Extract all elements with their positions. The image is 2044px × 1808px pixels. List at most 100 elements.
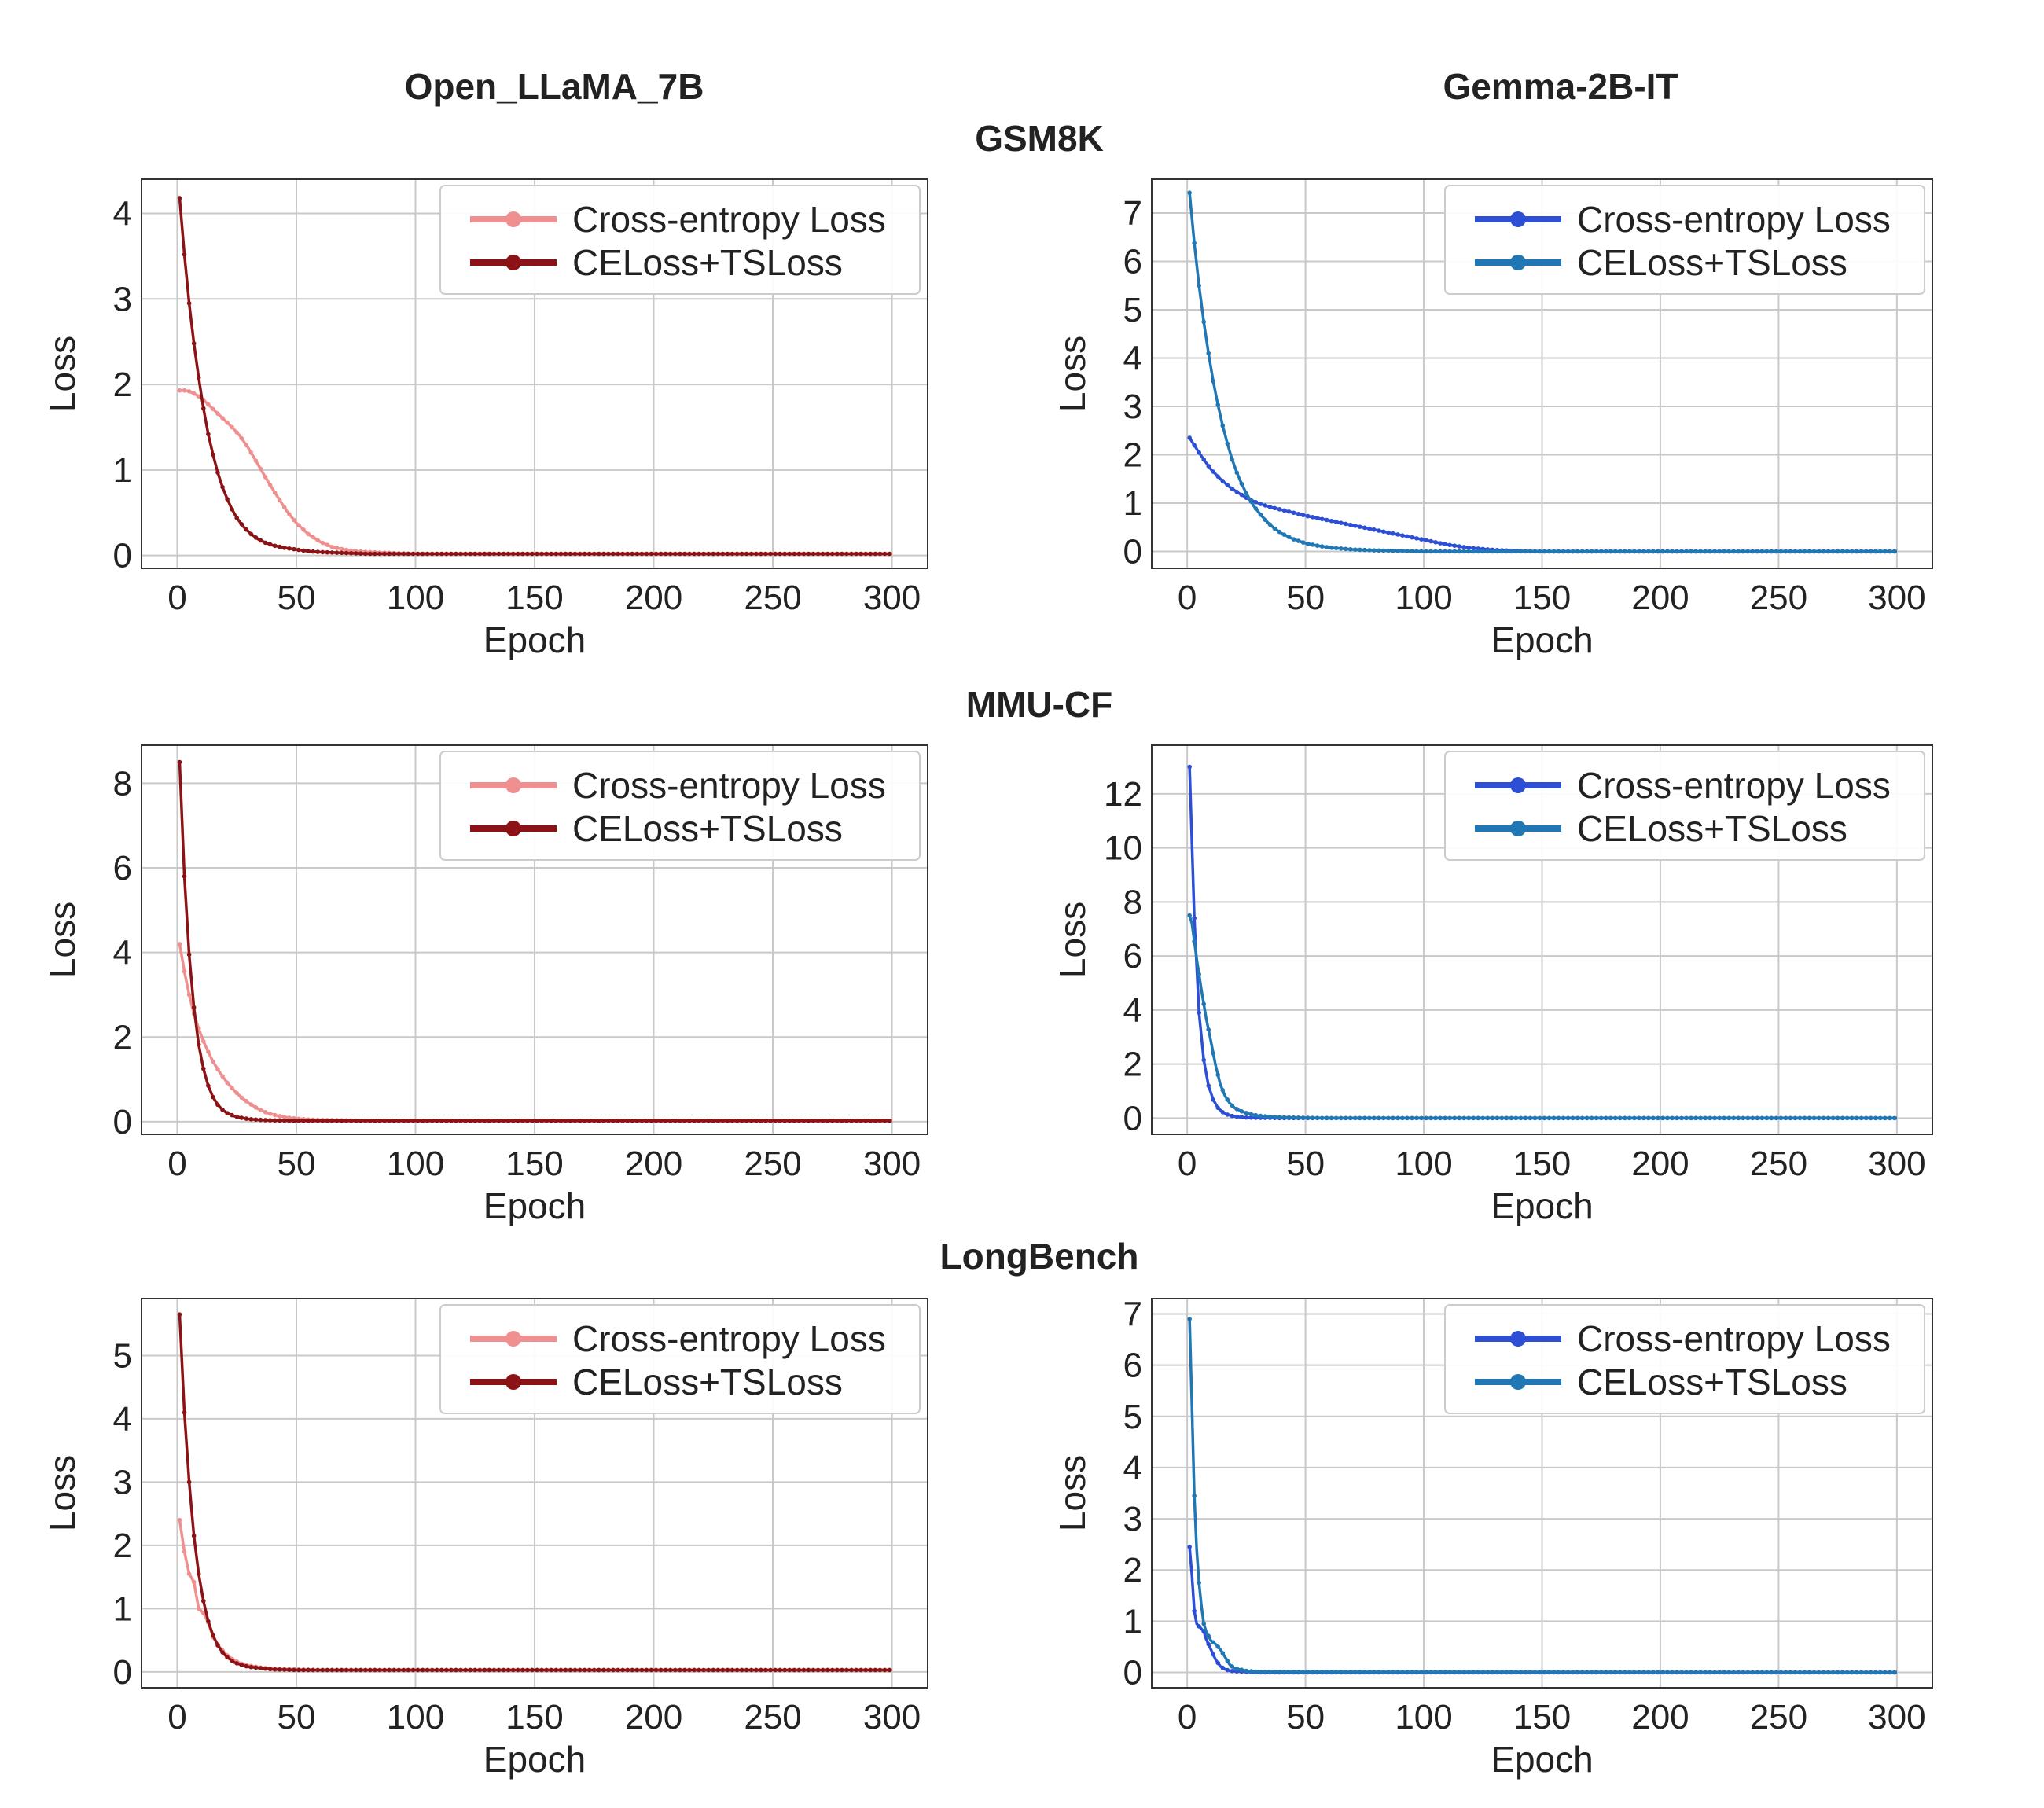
x-tick-label: 200	[1631, 1698, 1689, 1736]
data-point	[358, 1667, 363, 1673]
axes-frame	[141, 744, 928, 1135]
data-point	[315, 1667, 321, 1673]
data-point	[773, 1118, 778, 1123]
data-point	[1811, 1115, 1817, 1121]
data-point	[186, 1479, 192, 1485]
y-tick-label: 1	[113, 451, 132, 490]
data-point	[1215, 1660, 1221, 1666]
data-point	[1651, 1670, 1656, 1675]
x-tick-label: 100	[387, 1145, 444, 1183]
data-point	[1201, 1001, 1206, 1006]
data-point	[1447, 542, 1452, 548]
data-point	[759, 1667, 763, 1673]
data-point	[1192, 241, 1197, 245]
data-point	[196, 375, 201, 380]
data-point	[1863, 549, 1869, 554]
data-point	[1343, 1670, 1348, 1674]
data-point	[377, 1118, 382, 1123]
data-point	[1504, 1670, 1509, 1674]
data-point	[601, 551, 606, 557]
data-point	[1272, 526, 1278, 531]
data-point	[820, 1118, 825, 1123]
data-point	[720, 551, 726, 557]
data-point	[1347, 1115, 1353, 1121]
data-point	[1726, 549, 1732, 554]
data-point	[1211, 1097, 1216, 1102]
data-point	[1873, 1115, 1878, 1121]
data-point	[1849, 1115, 1855, 1121]
data-point	[1230, 1669, 1235, 1674]
data-point	[1849, 549, 1855, 554]
data-point	[678, 551, 682, 557]
data-point	[1708, 1670, 1712, 1675]
legend-label: CELoss+TSLoss	[1577, 1362, 1847, 1402]
data-point	[1358, 1670, 1362, 1674]
data-point	[1187, 1545, 1192, 1549]
data-point	[1461, 545, 1466, 549]
data-point	[773, 551, 778, 557]
data-point	[1452, 543, 1457, 548]
data-point	[663, 551, 668, 557]
data-point	[1197, 1624, 1201, 1629]
data-point	[1835, 1115, 1840, 1121]
data-point	[1883, 549, 1888, 554]
data-point	[787, 1118, 792, 1123]
data-point	[1286, 535, 1292, 539]
data-point	[434, 1667, 439, 1673]
data-point	[1333, 520, 1339, 524]
data-point	[505, 1667, 511, 1673]
data-point	[458, 551, 463, 557]
data-point	[1447, 1670, 1452, 1674]
x-tick-label: 100	[387, 579, 444, 617]
data-point	[868, 1667, 873, 1673]
data-point	[1825, 1670, 1831, 1675]
data-point	[678, 1118, 682, 1123]
y-tick-label: 2	[1123, 435, 1142, 474]
data-point	[539, 1667, 544, 1673]
data-point	[811, 1118, 816, 1123]
data-point	[782, 1667, 787, 1673]
data-point	[429, 1118, 435, 1123]
data-point	[687, 551, 692, 557]
x-tick-label: 0	[167, 1698, 186, 1736]
data-point	[697, 1118, 701, 1123]
data-point	[258, 1108, 263, 1112]
data-point	[1627, 1670, 1632, 1674]
data-point	[1499, 1115, 1505, 1121]
data-point	[887, 551, 892, 557]
data-point	[1660, 1115, 1665, 1121]
data-point	[1854, 1670, 1859, 1675]
data-point	[1665, 549, 1670, 554]
data-point	[553, 1118, 559, 1123]
data-point	[1343, 546, 1348, 552]
data-point	[1362, 1670, 1367, 1674]
data-point	[296, 523, 301, 527]
data-point	[1319, 1670, 1325, 1674]
data-point	[1272, 505, 1278, 511]
data-point	[1783, 1115, 1788, 1121]
data-point	[549, 1118, 554, 1123]
row-title-gsm8k: GSM8K	[975, 118, 1104, 159]
x-tick-label: 300	[863, 1698, 921, 1736]
data-point	[1816, 1115, 1822, 1121]
data-point	[306, 1118, 311, 1123]
data-point	[1518, 1115, 1524, 1121]
y-tick-label: 1	[1123, 484, 1142, 523]
data-point	[215, 1643, 220, 1648]
data-point	[672, 1667, 678, 1673]
data-point	[672, 1118, 678, 1123]
data-point	[1438, 1115, 1443, 1121]
data-point	[277, 1118, 282, 1123]
data-point	[1646, 1115, 1651, 1121]
data-point	[692, 1667, 697, 1673]
data-point	[539, 551, 544, 557]
data-point	[1693, 1115, 1698, 1121]
data-point	[277, 544, 282, 549]
data-point	[1830, 1670, 1836, 1675]
data-point	[353, 1667, 358, 1673]
data-point	[1263, 1114, 1268, 1119]
data-point	[1513, 1670, 1519, 1674]
data-point	[1310, 515, 1315, 520]
data-point	[1612, 1115, 1618, 1121]
